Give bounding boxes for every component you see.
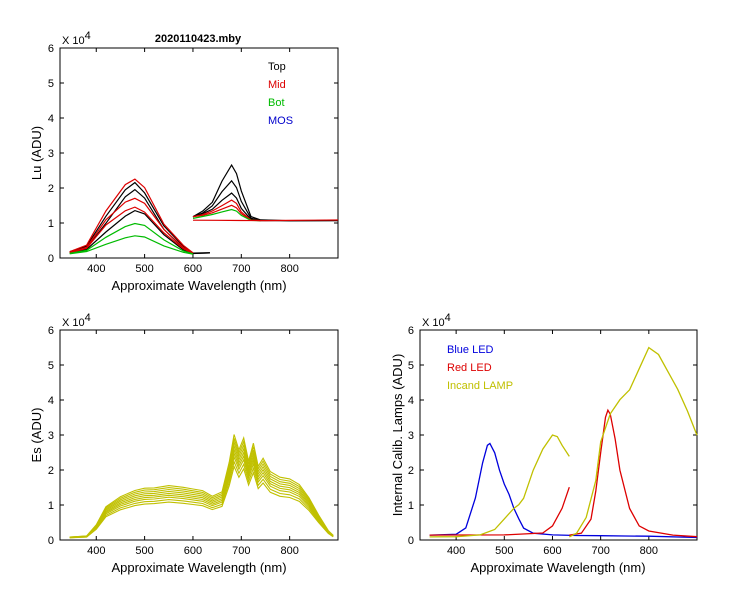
lu-panel: 2020110423.mby X 104 Approximate Wavelen… — [29, 30, 339, 293]
lu-legend: Top Mid Bot MOS — [268, 61, 293, 127]
calib-series-line — [429, 434, 570, 538]
calib-y-tick-label: 3 — [408, 430, 414, 442]
es-series-line — [69, 460, 334, 539]
lu-y-exponent: X 104 — [62, 30, 91, 47]
calib-x-axis-label: Approximate Wavelength (nm) — [470, 560, 645, 575]
lu-x-tick-label: 800 — [280, 263, 298, 275]
calib-x-tick-label: 800 — [640, 545, 658, 557]
lu-x-tick-label: 600 — [184, 263, 202, 275]
es-series-line — [69, 447, 334, 538]
calib-y-tick-label: 6 — [408, 325, 414, 337]
lu-y-tick-label: 0 — [48, 253, 54, 265]
es-series-line — [69, 439, 334, 538]
es-y-tick-label: 3 — [48, 430, 54, 442]
calib-series-line — [429, 442, 698, 539]
legend-incand-lamp: Incand LAMP — [447, 380, 513, 392]
lu-series-line — [69, 178, 194, 254]
es-series-line — [69, 443, 334, 538]
calib-x-tick-label: 400 — [447, 545, 465, 557]
calib-y-exponent: X 104 — [422, 312, 451, 329]
lu-y-tick-label: 1 — [48, 218, 54, 230]
es-series-line — [69, 455, 334, 539]
es-series-line — [69, 438, 334, 538]
calib-y-tick-label: 4 — [408, 395, 414, 407]
es-series-line — [69, 451, 334, 539]
legend-mos: MOS — [268, 115, 293, 127]
legend-mid: Mid — [268, 79, 286, 91]
calib-series-line — [429, 486, 570, 536]
lu-series-line — [69, 197, 194, 254]
es-x-tick-label: 800 — [280, 545, 298, 557]
lu-x-tick-label: 700 — [232, 263, 250, 275]
calib-y-tick-label: 2 — [408, 465, 414, 477]
legend-blue-led: Blue LED — [447, 344, 494, 356]
es-x-axis-label: Approximate Wavelength (nm) — [111, 560, 286, 575]
legend-top: Top — [268, 61, 286, 73]
calib-x-tick-label: 700 — [591, 545, 609, 557]
es-y-tick-label: 0 — [48, 535, 54, 547]
es-x-tick-label: 600 — [184, 545, 202, 557]
lu-series-line — [69, 235, 194, 255]
es-x-tick-label: 500 — [135, 545, 153, 557]
calib-y-tick-label: 1 — [408, 500, 414, 512]
calib-legend: Blue LED Red LED Incand LAMP — [447, 344, 513, 392]
es-y-tick-label: 1 — [48, 500, 54, 512]
lu-series-line — [192, 204, 261, 222]
lu-series-line — [69, 206, 194, 255]
lu-y-tick-label: 6 — [48, 43, 54, 55]
es-panel: X 104 Approximate Wavelength (nm) Es (AD… — [29, 312, 339, 575]
calib-y-tick-label: 5 — [408, 360, 414, 372]
lu-series-line — [69, 222, 194, 255]
chart-title: 2020110423.mby — [155, 33, 242, 45]
es-y-tick-label: 4 — [48, 395, 54, 407]
es-y-tick-label: 5 — [48, 360, 54, 372]
calib-series-line — [569, 408, 698, 538]
es-series-line — [69, 464, 334, 539]
es-y-tick-label: 2 — [48, 465, 54, 477]
lu-y-tick-label: 5 — [48, 78, 54, 90]
lu-y-tick-label: 4 — [48, 113, 54, 125]
es-y-tick-label: 6 — [48, 325, 54, 337]
es-x-tick-label: 700 — [232, 545, 250, 557]
legend-red-led: Red LED — [447, 362, 492, 374]
lu-y-tick-label: 2 — [48, 183, 54, 195]
calib-y-axis-label: Internal Calib. Lamps (ADU) — [390, 354, 405, 517]
lu-x-axis-label: Approximate Wavelength (nm) — [111, 278, 286, 293]
lu-series-line — [192, 219, 339, 222]
es-series-line — [69, 434, 334, 538]
legend-bot: Bot — [268, 97, 285, 109]
es-y-exponent: X 104 — [62, 312, 91, 329]
calib-x-tick-label: 500 — [495, 545, 513, 557]
lu-x-tick-label: 500 — [135, 263, 153, 275]
lu-y-tick-label: 3 — [48, 148, 54, 160]
lu-y-axis-label: Lu (ADU) — [29, 126, 44, 180]
calib-x-tick-label: 600 — [543, 545, 561, 557]
lu-series-line — [192, 179, 339, 222]
calib-y-tick-label: 0 — [408, 535, 414, 547]
calib-panel: X 104 Approximate Wavelength (nm) Intern… — [390, 312, 698, 575]
calib-series-line — [569, 346, 698, 538]
es-y-axis-label: Es (ADU) — [29, 408, 44, 463]
lu-series-line — [192, 208, 261, 222]
es-x-tick-label: 400 — [87, 545, 105, 557]
lu-x-tick-label: 400 — [87, 263, 105, 275]
es-plot-frame — [59, 329, 339, 541]
